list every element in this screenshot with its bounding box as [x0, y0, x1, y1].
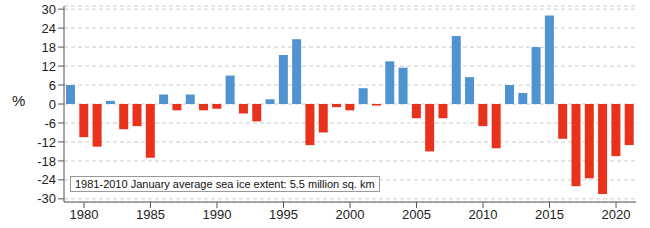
- svg-text:-24: -24: [37, 172, 56, 187]
- svg-text:2010: 2010: [469, 207, 498, 222]
- svg-text:0: 0: [49, 97, 56, 112]
- svg-text:24: 24: [42, 21, 56, 36]
- svg-text:2000: 2000: [336, 207, 365, 222]
- svg-text:-30: -30: [37, 191, 56, 206]
- svg-text:18: 18: [42, 40, 56, 55]
- svg-text:2020: 2020: [602, 207, 631, 222]
- svg-text:2005: 2005: [402, 207, 431, 222]
- svg-text:1990: 1990: [203, 207, 232, 222]
- svg-text:1995: 1995: [269, 207, 298, 222]
- svg-text:6: 6: [49, 78, 56, 93]
- svg-text:-6: -6: [44, 116, 56, 131]
- svg-text:30: 30: [42, 2, 56, 17]
- svg-text:-12: -12: [37, 135, 56, 150]
- svg-text:2015: 2015: [535, 207, 564, 222]
- html-text:1981-2010 January average sea: 1981-2010 January average sea ice extent…: [75, 178, 375, 190]
- svg-text:1985: 1985: [136, 207, 165, 222]
- svg-text:-18: -18: [37, 154, 56, 169]
- svg-text:12: 12: [42, 59, 56, 74]
- svg-text:1980: 1980: [69, 207, 98, 222]
